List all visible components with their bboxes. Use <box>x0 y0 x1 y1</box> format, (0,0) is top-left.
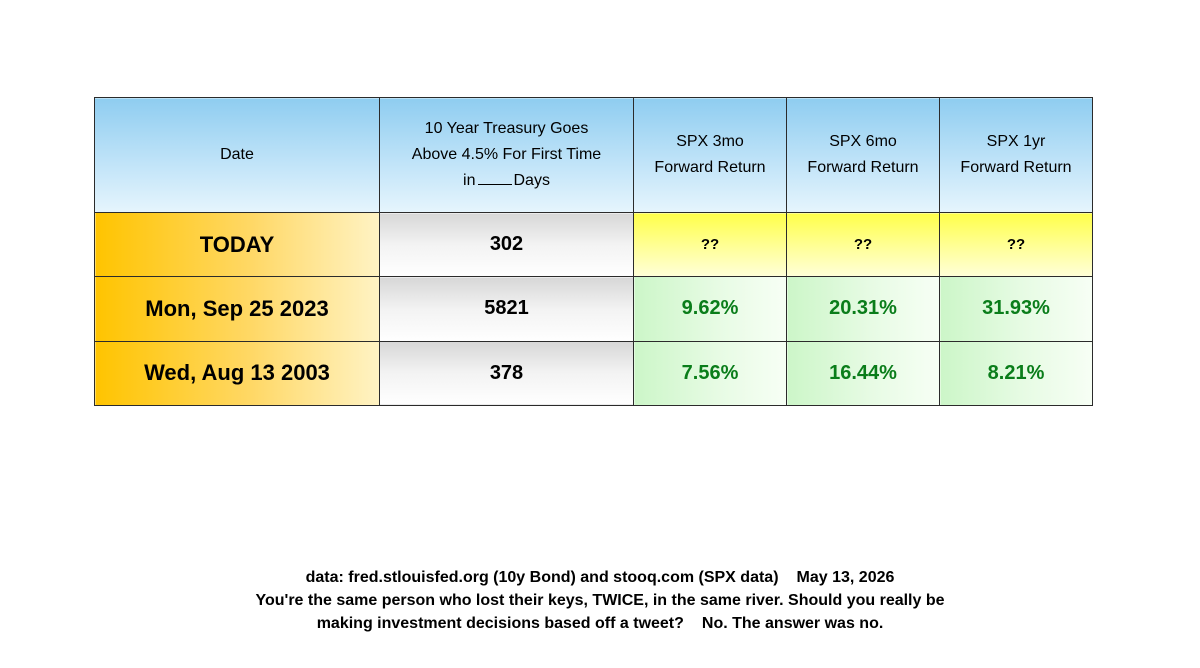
footer-note: data: fred.stlouisfed.org (10y Bond) and… <box>0 566 1200 635</box>
header-spx-1yr-line2: Forward Return <box>960 159 1072 176</box>
header-treasury-days: Days <box>513 172 550 189</box>
header-spx-1yr: SPX 1yr Forward Return <box>939 97 1093 213</box>
cell-date: Wed, Aug 13 2003 <box>94 340 380 407</box>
cell-date: Mon, Sep 25 2023 <box>94 276 380 342</box>
cell-ret-6mo: 16.44% <box>786 340 940 407</box>
cell-ret-6mo: ?? <box>786 211 940 278</box>
footer-date: May 13, 2026 <box>796 569 895 586</box>
footer-question: making investment decisions based off a … <box>316 615 684 632</box>
header-spx-6mo-line2: Forward Return <box>807 159 919 176</box>
header-spx-6mo-line1: SPX 6mo <box>829 133 897 150</box>
footer-line-1: data: fred.stlouisfed.org (10y Bond) and… <box>0 566 1200 589</box>
cell-ret-3mo: 7.56% <box>633 340 787 407</box>
header-spx-3mo: SPX 3mo Forward Return <box>633 97 787 213</box>
table-row-2003: Wed, Aug 13 2003 378 7.56% 16.44% 8.21% <box>94 340 1093 407</box>
cell-days: 378 <box>379 340 634 407</box>
header-treasury: 10 Year Treasury Goes Above 4.5% For Fir… <box>379 97 634 213</box>
header-date-label: Date <box>220 146 254 163</box>
cell-ret-6mo: 20.31% <box>786 276 940 342</box>
header-treasury-in: in <box>463 172 476 189</box>
cell-date: TODAY <box>94 211 380 278</box>
header-date: Date <box>94 97 380 213</box>
source-credit: data: fred.stlouisfed.org (10y Bond) and… <box>305 569 779 586</box>
cell-ret-3mo: 9.62% <box>633 276 787 342</box>
footer-line-3: making investment decisions based off a … <box>0 612 1200 635</box>
blank-underline <box>477 172 512 185</box>
header-treasury-line3: in Days <box>380 168 633 194</box>
header-row: Date 10 Year Treasury Goes Above 4.5% Fo… <box>94 97 1093 213</box>
header-treasury-line2: Above 4.5% For First Time <box>411 146 602 163</box>
table-row-2023: Mon, Sep 25 2023 5821 9.62% 20.31% 31.93… <box>94 276 1093 342</box>
cell-ret-1yr: 31.93% <box>939 276 1093 342</box>
cell-ret-1yr: ?? <box>939 211 1093 278</box>
footer-answer: No. The answer was no. <box>701 615 884 632</box>
header-spx-1yr-line1: SPX 1yr <box>986 133 1046 150</box>
header-spx-6mo: SPX 6mo Forward Return <box>786 97 940 213</box>
cell-ret-3mo: ?? <box>633 211 787 278</box>
footer-line-2: You're the same person who lost their ke… <box>255 592 945 609</box>
header-treasury-line1: 10 Year Treasury Goes <box>424 120 589 137</box>
cell-ret-1yr: 8.21% <box>939 340 1093 407</box>
returns-table: Date 10 Year Treasury Goes Above 4.5% Fo… <box>94 97 1093 407</box>
header-spx-3mo-line1: SPX 3mo <box>676 133 744 150</box>
cell-days: 302 <box>379 211 634 278</box>
table-row-today: TODAY 302 ?? ?? ?? <box>94 211 1093 278</box>
header-spx-3mo-line2: Forward Return <box>654 159 766 176</box>
cell-days: 5821 <box>379 276 634 342</box>
